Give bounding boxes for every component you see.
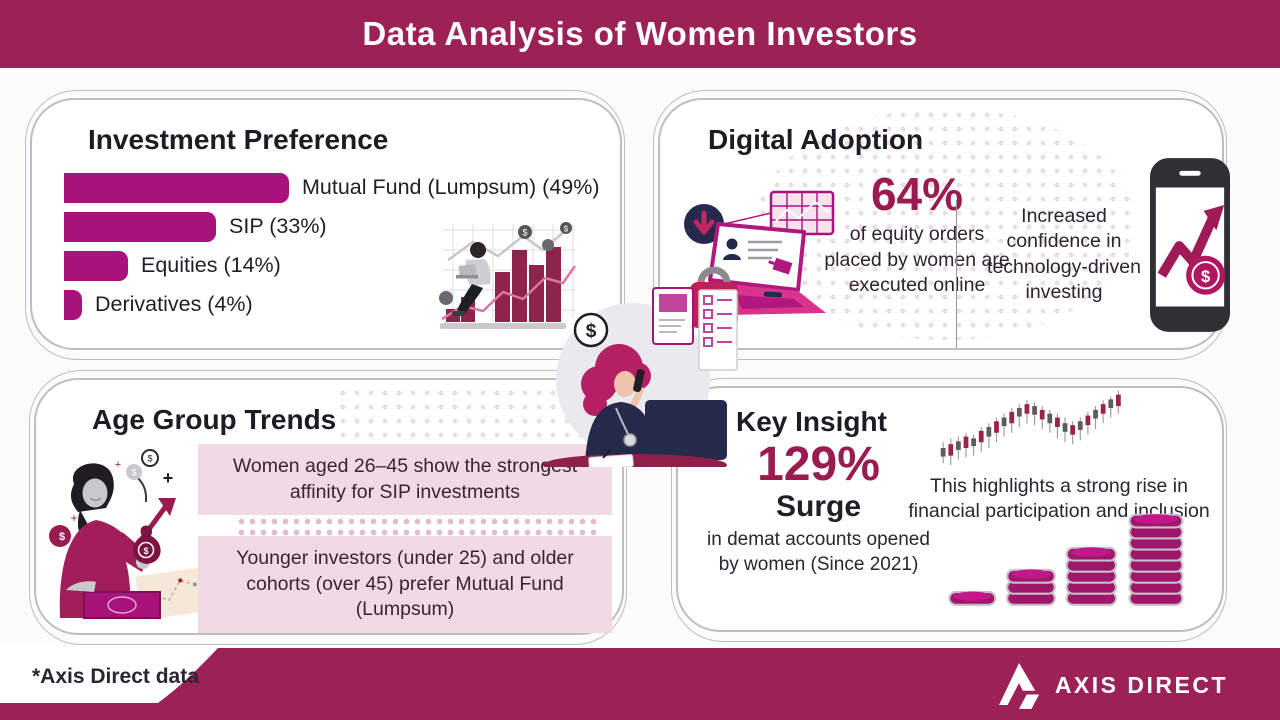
source-note: *Axis Direct data: [32, 665, 199, 688]
stat-value: 64%: [870, 168, 964, 220]
axis-direct-wordmark: AXIS DIRECT: [1054, 671, 1228, 698]
investment-preference-bar-chart: Mutual Fund (Lumpsum) (49%) SIP (33%) Eq…: [64, 168, 606, 324]
svg-text:$: $: [522, 228, 527, 238]
candlestick-chart-illustration: [940, 390, 1121, 466]
axis-triangle-icon: [998, 663, 1039, 709]
bar-row: SIP (33%): [64, 207, 606, 246]
panel-digital-adoption: Digital Adoption 64% of equit: [653, 90, 1230, 360]
bar-label: Equities (14%): [141, 253, 281, 277]
key-insight-stat: 129% Surge in demat accounts opened by w…: [706, 438, 931, 578]
svg-text:$: $: [1201, 267, 1210, 286]
bar-row: Equities (14%): [64, 246, 606, 285]
woman-money-growth-illustration: $ $ + + $ + $: [49, 449, 205, 621]
svg-text:$: $: [564, 225, 569, 234]
invpref-bar-1: [64, 211, 216, 242]
woman-at-computer-illustration: $: [543, 287, 738, 467]
footer-band-shape: [0, 648, 1280, 720]
svg-text:$: $: [143, 546, 148, 556]
page-title: Data Analysis of Women Investors: [362, 15, 918, 52]
stat-value: 129%: [757, 438, 880, 491]
svg-text:$: $: [147, 454, 152, 464]
investor-on-bar-chart-illustration: $ $: [439, 222, 577, 329]
svg-text:$: $: [586, 321, 597, 342]
bar-label: Derivatives (4%): [95, 292, 253, 316]
svg-text:+: +: [115, 459, 121, 471]
digital-adoption-note: Increased confidence in technology-drive…: [987, 205, 1141, 304]
insight-box-1: Women aged 26–45 show the strongest affi…: [198, 444, 612, 516]
footer-bar: *Axis Direct data AXIS DIRECT: [0, 645, 1280, 720]
bar-row: Mutual Fund (Lumpsum) (49%): [64, 168, 606, 207]
phone-growth-icon: $: [1150, 158, 1230, 332]
digital-adoption-title: Digital Adoption: [708, 124, 924, 155]
key-insight-title: Key Insight: [736, 406, 887, 437]
svg-text:$: $: [59, 531, 65, 543]
bar-label: Mutual Fund (Lumpsum) (49%): [302, 175, 600, 199]
vertical-divider: [956, 200, 957, 348]
svg-text:+: +: [70, 511, 77, 525]
invpref-bar-3: [64, 289, 82, 320]
invpref-bar-2: [64, 250, 128, 281]
digital-adoption-stat: 64% of equity orders placed by women are…: [822, 170, 1012, 298]
age-group-trends-title: Age Group Trends: [92, 404, 337, 435]
svg-text:+: +: [163, 468, 174, 488]
svg-text:$: $: [131, 468, 136, 478]
panel-key-insight: Key Insight 129% Surge in demat accounts…: [671, 378, 1227, 642]
axis-direct-logo: AXIS DIRECT: [998, 661, 1228, 709]
insight-box-2: Younger investors (under 25) and older c…: [198, 536, 612, 634]
header-bar: Data Analysis of Women Investors: [0, 0, 1280, 68]
stat-label: Surge: [775, 490, 862, 524]
bar-row: Derivatives (4%): [64, 285, 606, 324]
bar-label: SIP (33%): [229, 214, 327, 238]
invpref-bar-0: [64, 172, 289, 203]
coin-stacks-illustration: [948, 513, 1184, 606]
stat-caption: in demat accounts opened by women (Since…: [707, 529, 930, 576]
investment-preference-title: Investment Preference: [88, 124, 389, 155]
stat-caption: of equity orders placed by women are exe…: [824, 223, 1010, 296]
